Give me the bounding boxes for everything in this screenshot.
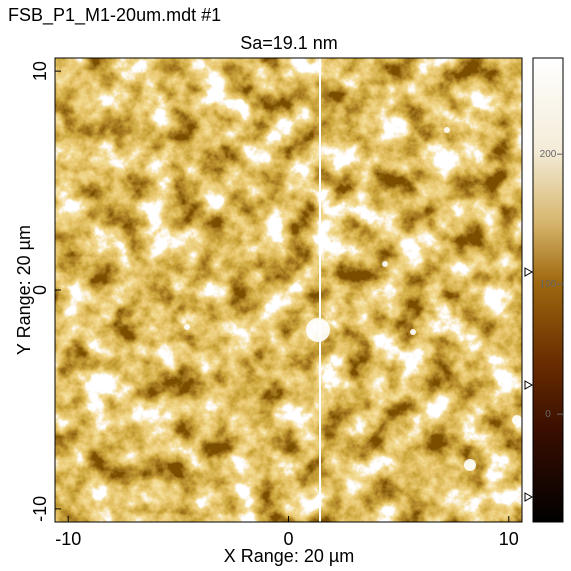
y-axis-label: Y Range: 20 µm [14, 225, 34, 355]
y-tick-label: -10 [30, 496, 50, 522]
y-tick-label: 10 [30, 61, 50, 81]
surface-image [55, 58, 522, 522]
x-tick-label: 0 [283, 529, 293, 549]
colorbar-tick-label: 200 [540, 149, 557, 160]
colorbar-tick-label: 0 [545, 409, 551, 420]
x-tick-label: 10 [499, 529, 519, 549]
colorbar [532, 57, 564, 523]
colorbar-tick-label: 100 [540, 279, 557, 290]
colorbar-markers [524, 267, 534, 502]
x-tick-label: -10 [55, 529, 81, 549]
bright-particles [160, 99, 522, 471]
file-title: FSB_P1_M1-20um.mdt #1 [8, 5, 221, 26]
x-axis-label: X Range: 20 µm [224, 546, 354, 566]
subtitle: Sa=19.1 nm [240, 33, 338, 53]
y-tick-label: 0 [30, 285, 50, 295]
